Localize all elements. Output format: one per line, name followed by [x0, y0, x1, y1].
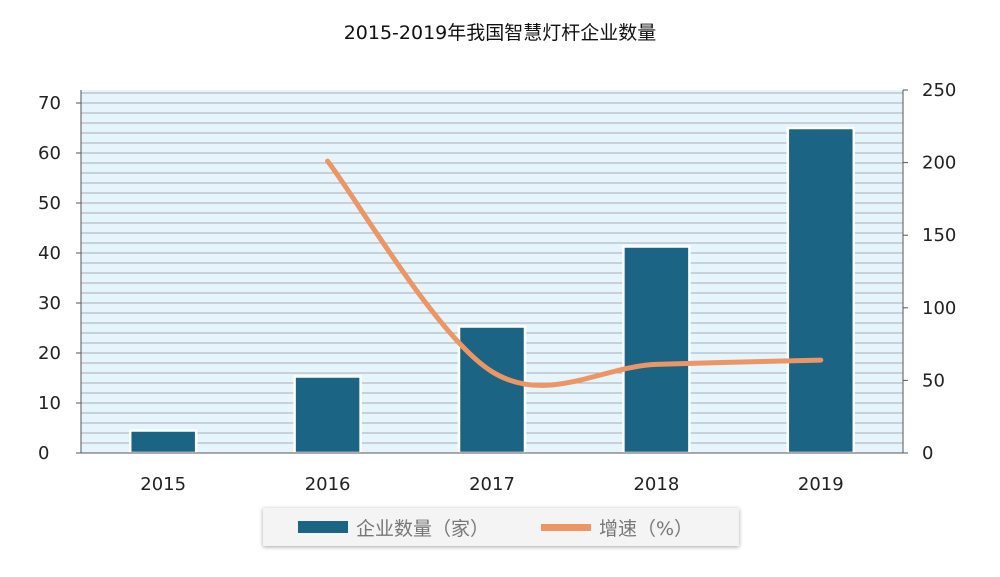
legend-item-line: 增速（%）: [541, 508, 693, 546]
left-tick-label: 10: [38, 393, 61, 414]
right-tick-label: 200: [922, 153, 956, 174]
left-tick-label: 40: [38, 243, 61, 264]
left-tick-label: 50: [38, 193, 61, 214]
x-tick-label: 2016: [305, 474, 351, 495]
growth-rate-line: [325, 158, 824, 388]
legend-label-line: 增速（%）: [599, 517, 694, 540]
left-tick-label: 70: [38, 93, 61, 114]
right-tick-label: 150: [922, 225, 956, 246]
bar-2017: [457, 325, 527, 455]
left-tick-label: 0: [38, 443, 49, 464]
x-tick-label: 2017: [469, 474, 515, 495]
bar-2019: [786, 126, 856, 455]
x-tick-label: 2019: [798, 474, 844, 495]
left-tick-label: 20: [38, 343, 61, 364]
legend-label-bar: 企业数量（家）: [356, 517, 490, 540]
left-tick-label: 30: [38, 293, 61, 314]
legend-item-bar: 企业数量（家）: [298, 508, 489, 546]
chart-legend: 企业数量（家） 增速（%）: [263, 508, 739, 546]
right-tick-label: 0: [922, 443, 933, 464]
legend-swatch-bar: [298, 521, 348, 533]
x-tick-label: 2018: [633, 474, 679, 495]
x-tick-label: 2015: [140, 474, 186, 495]
bar-2016: [293, 375, 362, 455]
right-tick-label: 100: [922, 298, 956, 319]
legend-swatch-line: [541, 523, 591, 531]
right-tick-label: 250: [922, 80, 956, 101]
right-tick-label: 50: [922, 370, 945, 391]
bar-2018: [622, 245, 691, 455]
chart-title: 2015-2019年我国智慧灯杆企业数量: [343, 22, 657, 44]
left-tick-label: 60: [38, 143, 61, 164]
bar-2015: [128, 429, 198, 455]
